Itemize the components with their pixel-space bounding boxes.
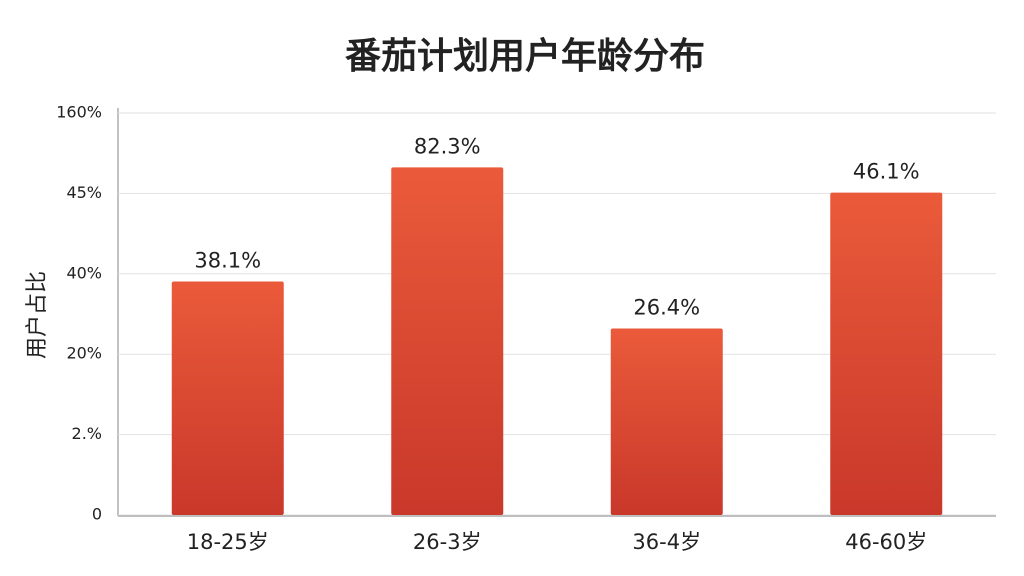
x-tick-label: 26-3岁	[413, 530, 482, 554]
bar	[391, 167, 504, 515]
value-label: 46.1%	[853, 160, 920, 184]
value-label: 82.3%	[414, 134, 481, 158]
y-tick-label: 45%	[66, 183, 102, 202]
y-tick-label: 0	[92, 505, 102, 524]
bar	[610, 328, 723, 515]
chart-title: 番茄计划用户年龄分布	[345, 36, 705, 77]
x-tick-label: 46-60岁	[845, 530, 927, 554]
value-label: 26.4%	[633, 295, 700, 319]
x-tick-label: 36-4岁	[632, 530, 701, 554]
bar	[830, 192, 943, 515]
bar	[171, 281, 284, 515]
y-tick-label: 20%	[66, 344, 102, 363]
y-tick-label: 160%	[56, 103, 102, 122]
y-tick-label: 40%	[66, 263, 102, 282]
y-axis-label: 用户占比	[25, 271, 50, 359]
y-tick-label: 2.%	[72, 424, 102, 443]
x-tick-label: 18-25岁	[187, 530, 269, 554]
value-label: 38.1%	[194, 248, 261, 272]
